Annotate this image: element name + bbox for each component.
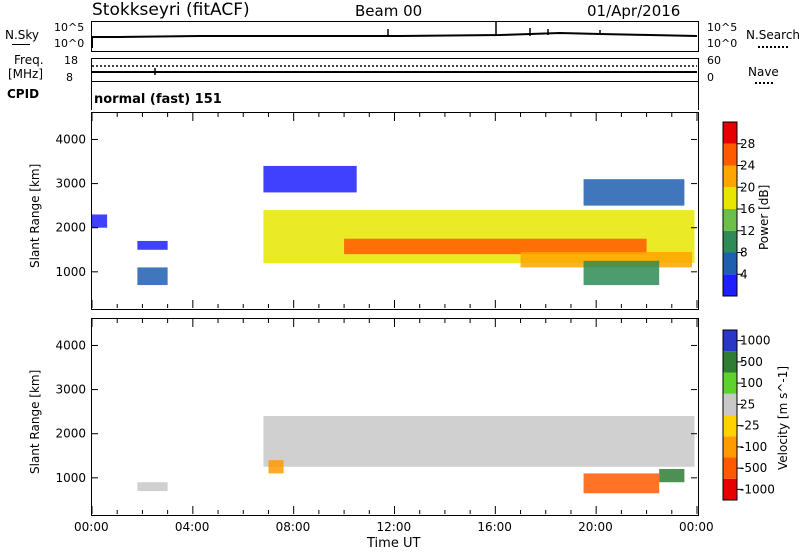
velocity-colorbar-segment bbox=[723, 330, 737, 352]
power-colorbar-tick-label: 12 bbox=[740, 224, 755, 238]
velocity-colorbar-segment bbox=[723, 351, 737, 373]
scatter-band-0-6 bbox=[137, 267, 168, 286]
freq-tick-top: 18 bbox=[64, 54, 78, 67]
scatter-band-1-3 bbox=[137, 482, 168, 492]
power-colorbar-label: Power [dB] bbox=[757, 184, 771, 250]
velocity-colorbar-tick-label: -25 bbox=[740, 419, 760, 433]
power-colorbar-segment bbox=[723, 187, 737, 209]
scatter-band-0-3 bbox=[583, 260, 660, 286]
power-colorbar-segment bbox=[723, 143, 737, 166]
nsky-legend-line bbox=[12, 44, 30, 45]
nsearch-tick-top: 10^5 bbox=[707, 21, 738, 34]
ytick-label: 2000 bbox=[55, 427, 86, 441]
power-colorbar-segment bbox=[723, 252, 737, 275]
ytick-label: 4000 bbox=[55, 132, 86, 146]
cpid-value: normal (fast) 151 bbox=[94, 92, 222, 107]
time-axis-label: Time UT bbox=[367, 536, 421, 551]
scatter-band-1-1 bbox=[583, 473, 660, 494]
freq-panel bbox=[91, 58, 699, 82]
ytick-label: 3000 bbox=[55, 383, 86, 397]
velocity-colorbar-label: Velocity [m s^-1] bbox=[776, 365, 790, 470]
scatter-band-0-4 bbox=[583, 179, 685, 206]
power-colorbar-tick-label: 8 bbox=[740, 246, 748, 260]
nave-legend-line bbox=[755, 82, 773, 84]
velocity-colorbar-tick-label: -1000 bbox=[740, 482, 775, 496]
ytick-label: 4000 bbox=[55, 338, 86, 352]
scatter-band-0-7 bbox=[137, 240, 168, 250]
nave-label: Nave bbox=[748, 65, 779, 79]
nave-tick-bottom: 0 bbox=[707, 71, 714, 84]
power-colorbar-segment bbox=[723, 230, 737, 253]
scatter-band-0-8 bbox=[92, 214, 108, 228]
velocity-colorbar-segment bbox=[723, 457, 737, 479]
velocity-colorbar-tick-label: 500 bbox=[740, 355, 763, 369]
beam-label: Beam 00 bbox=[355, 2, 423, 20]
power-colorbar-segment bbox=[723, 122, 737, 144]
scatter-band-1-4 bbox=[268, 460, 284, 474]
velocity-colorbar-tick-label: 1000 bbox=[740, 334, 771, 348]
velocity-colorbar-segment bbox=[723, 478, 737, 500]
nsky-label: N.Sky bbox=[5, 28, 40, 42]
velocity-colorbar-frame bbox=[722, 329, 738, 501]
cpid-label: CPID bbox=[7, 87, 40, 101]
freq-tick-bottom: 8 bbox=[66, 71, 73, 84]
date-label: 01/Apr/2016 bbox=[587, 2, 681, 20]
velocity-colorbar-segment bbox=[723, 415, 737, 437]
xtick-label: 20:00 bbox=[578, 520, 613, 534]
ytick-label: 2000 bbox=[55, 221, 86, 235]
power-colorbar-tick-label: 28 bbox=[740, 137, 755, 151]
velocity-panel bbox=[91, 318, 699, 516]
nsearch-legend-line bbox=[758, 46, 788, 48]
velocity-colorbar-segment bbox=[723, 372, 737, 394]
station-title: Stokkseyri (fitACF) bbox=[92, 0, 250, 20]
freq-unit: [MHz] bbox=[8, 67, 44, 81]
velocity-colorbar-tick-label: -500 bbox=[740, 461, 767, 475]
power-colorbar-tick-label: 24 bbox=[740, 159, 755, 173]
power-colorbar-tick-label: 4 bbox=[740, 267, 748, 281]
xtick-label: 04:00 bbox=[174, 520, 210, 534]
power-panel bbox=[91, 112, 699, 310]
xtick-label: 12:00 bbox=[376, 520, 412, 534]
velocity-colorbar-segment bbox=[723, 436, 737, 458]
velocity-colorbar-tick-label: -100 bbox=[740, 440, 767, 454]
ytick-label: 1000 bbox=[55, 471, 86, 485]
power-colorbar-tick-label: 20 bbox=[740, 180, 755, 194]
power-colorbar-tick-label: 16 bbox=[740, 202, 755, 216]
nsearch-label: N.Search bbox=[746, 28, 800, 42]
power-colorbar-segment bbox=[723, 165, 737, 188]
nsky-tick-top: 10^5 bbox=[54, 21, 85, 34]
xtick-label: 16:00 bbox=[477, 520, 512, 534]
scatter-band-1-2 bbox=[659, 469, 685, 483]
velocity-colorbar-tick-label: 25 bbox=[740, 397, 755, 411]
ytick-label: 3000 bbox=[55, 177, 86, 191]
scatter-band-1-0 bbox=[263, 416, 695, 467]
xtick-label: 00:00 bbox=[679, 520, 714, 534]
power-colorbar-segment bbox=[723, 209, 737, 231]
cpid-panel bbox=[91, 82, 699, 110]
velocity-colorbar-segment bbox=[723, 393, 737, 415]
scatter-band-0-5 bbox=[263, 165, 357, 193]
nsearch-tick-bottom: 10^0 bbox=[707, 37, 738, 50]
freq-label: Freq. bbox=[14, 53, 44, 67]
nsky-tick-bottom: 10^0 bbox=[54, 37, 85, 50]
xtick-label: 08:00 bbox=[275, 520, 311, 534]
xtick-label: 00:00 bbox=[74, 520, 109, 534]
power-colorbar-segment bbox=[723, 274, 737, 296]
velocity-colorbar-tick-label: 100 bbox=[740, 376, 763, 390]
nave-tick-top: 60 bbox=[707, 54, 721, 67]
ytick-label: 1000 bbox=[55, 265, 86, 279]
scatter-band-0-1 bbox=[344, 238, 647, 255]
